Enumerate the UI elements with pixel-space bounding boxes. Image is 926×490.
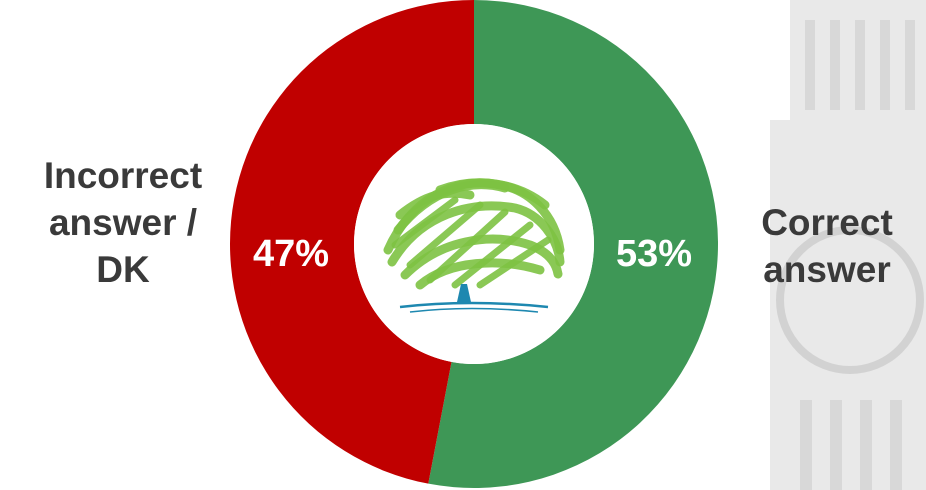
slice-correct-answer [428, 0, 718, 488]
correct-label-line-2: answer [763, 249, 891, 290]
percent-label-correct: 53% [616, 233, 692, 275]
incorrect-answer-label: Incorrect answer / DK [0, 152, 246, 293]
conservative-tree-logo-icon [383, 178, 565, 313]
correct-label-line-1: Correct [761, 202, 893, 243]
percent-labels: 53% 47% [253, 233, 692, 275]
incorrect-label-line-2: answer / [48, 202, 198, 243]
percent-label-incorrect: 47% [253, 233, 329, 275]
slice-incorrect-answer-dk [230, 0, 474, 484]
incorrect-label-line-3: DK [96, 249, 150, 290]
correct-answer-label: Correct answer [728, 199, 926, 293]
donut-slices [230, 0, 718, 488]
incorrect-label-line-1: Incorrect [43, 155, 203, 196]
